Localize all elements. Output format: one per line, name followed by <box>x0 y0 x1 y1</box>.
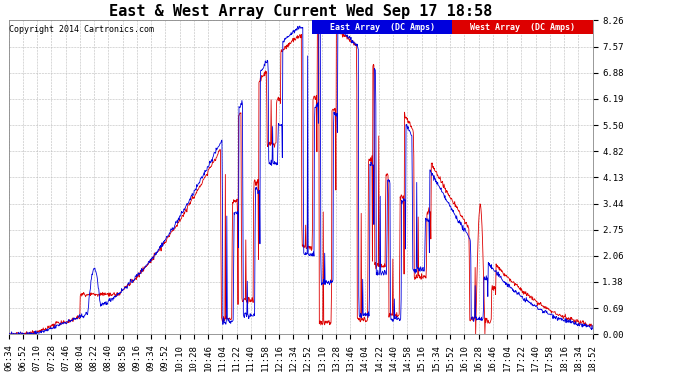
Title: East & West Array Current Wed Sep 17 18:58: East & West Array Current Wed Sep 17 18:… <box>109 4 492 19</box>
Text: Copyright 2014 Cartronics.com: Copyright 2014 Cartronics.com <box>9 25 155 34</box>
